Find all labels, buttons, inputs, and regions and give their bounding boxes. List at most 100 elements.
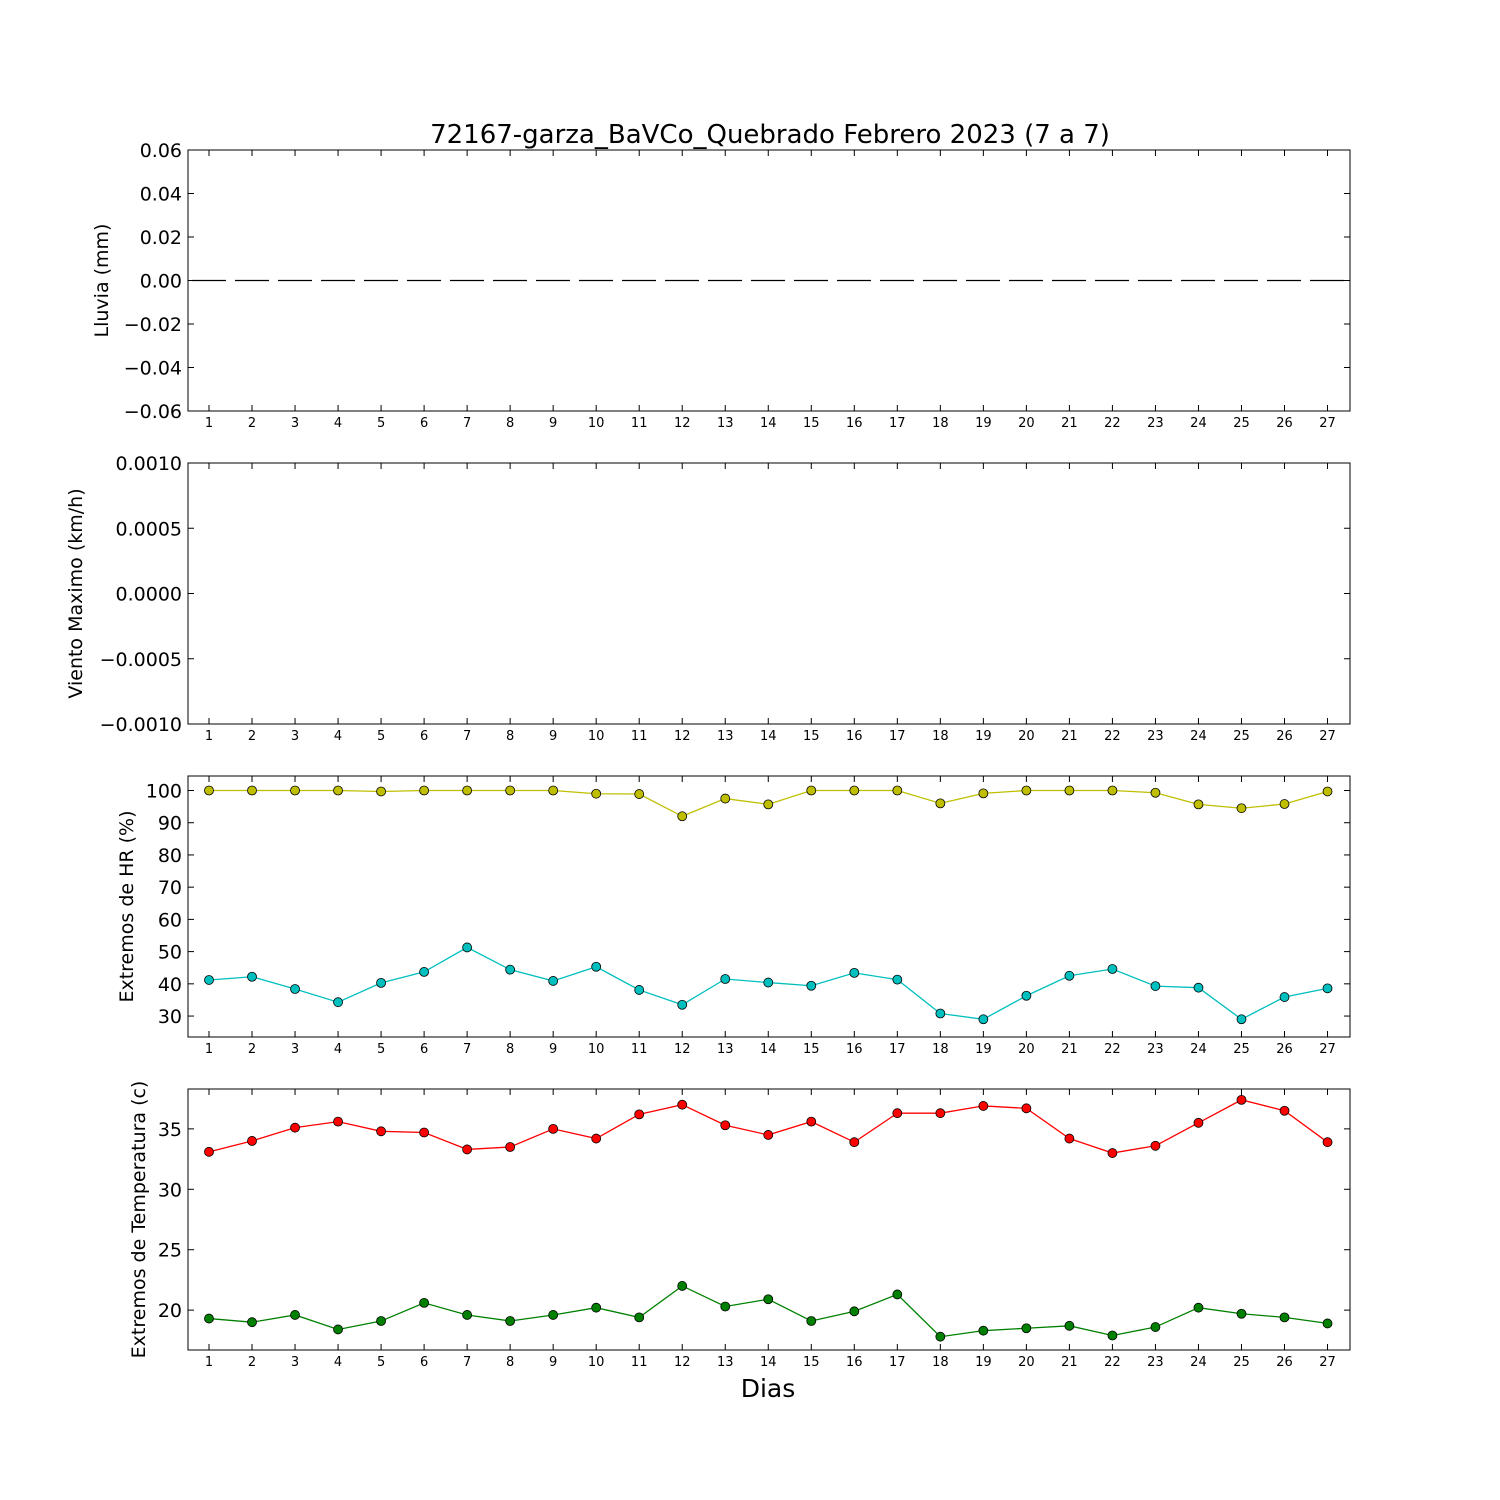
y-tick-label: 30 — [158, 1179, 182, 1201]
plot-frame — [187, 1088, 1351, 1351]
y-tick-label: 0.00 — [140, 271, 182, 293]
x-tick-label: 27 — [1319, 729, 1336, 744]
data-point — [548, 1123, 559, 1134]
y-tick-label: 0.0000 — [116, 584, 182, 606]
x-tick-label: 14 — [760, 416, 777, 431]
x-tick-label: 3 — [291, 729, 299, 744]
data-point — [677, 1099, 688, 1110]
data-point — [247, 1317, 257, 1328]
y-tick-label: 0.04 — [140, 184, 182, 206]
x-tick-label: 25 — [1233, 416, 1250, 431]
x-tick-label: 24 — [1190, 1355, 1207, 1370]
data-point — [1107, 1330, 1118, 1341]
y-tick-label: −0.0005 — [100, 649, 182, 671]
x-tick-label: 9 — [549, 1042, 557, 1057]
data-point — [935, 798, 946, 809]
data-point — [720, 1301, 731, 1312]
x-tick-label: 3 — [291, 1355, 299, 1370]
x-tick-label: 25 — [1233, 729, 1250, 744]
x-tick-label: 7 — [463, 416, 471, 431]
x-tick-label: 12 — [674, 729, 691, 744]
x-tick-label: 8 — [506, 1042, 514, 1057]
x-tick-label: 2 — [248, 416, 256, 431]
data-point — [720, 793, 731, 804]
data-point — [978, 788, 989, 799]
x-tick-label: 26 — [1276, 729, 1293, 744]
y-axis-label: Extremos de HR (%) — [116, 810, 138, 1002]
x-tick-label: 20 — [1018, 1042, 1035, 1057]
x-tick-label: 7 — [463, 1042, 471, 1057]
data-point — [376, 786, 386, 797]
data-point — [935, 1331, 946, 1342]
x-tick-label: 26 — [1276, 416, 1293, 431]
data-point — [763, 799, 774, 810]
x-tick-label: 7 — [463, 1355, 471, 1370]
data-point — [720, 974, 731, 984]
x-tick-label: 18 — [932, 1355, 949, 1370]
data-point — [892, 1108, 903, 1119]
data-point — [634, 1109, 645, 1120]
data-point — [849, 785, 860, 796]
x-tick-label: 19 — [975, 416, 992, 431]
data-point — [978, 1014, 989, 1025]
x-tick-label: 13 — [717, 1355, 734, 1370]
x-tick-label: 21 — [1061, 729, 1078, 744]
data-point — [505, 1316, 516, 1326]
chart-title: 72167-garza_BaVCo_Quebrado Febrero 2023 … — [430, 120, 1110, 150]
x-tick-label: 22 — [1104, 729, 1121, 744]
x-tick-label: 6 — [420, 416, 428, 431]
data-point — [1150, 787, 1161, 798]
plot-frame — [187, 462, 1351, 725]
data-point — [1279, 1105, 1290, 1116]
data-point — [849, 967, 860, 978]
x-tick-label: 14 — [760, 1042, 777, 1057]
x-tick-label: 5 — [377, 1042, 385, 1057]
data-point — [1107, 785, 1118, 796]
data-point — [1236, 1308, 1247, 1319]
x-tick-label: 12 — [674, 1042, 691, 1057]
data-point — [333, 1324, 343, 1335]
x-tick-label: 9 — [549, 729, 557, 744]
x-tick-label: 17 — [889, 1355, 906, 1370]
data-point — [1021, 785, 1032, 796]
data-point — [978, 1325, 989, 1336]
x-tick-label: 19 — [975, 729, 992, 744]
x-tick-label: 14 — [760, 729, 777, 744]
x-tick-label: 26 — [1276, 1042, 1293, 1057]
data-point — [849, 1306, 860, 1317]
data-point — [1236, 1094, 1247, 1105]
panel-3: 1 2 3 4 5 6 7 8 9 10 11 12 13 14 15 16 17 18 19 20 21 22 23 24 2… — [116, 775, 1351, 1057]
y-tick-label: 0.0005 — [116, 518, 182, 540]
x-tick-label: 2 — [248, 729, 256, 744]
y-tick-label: 20 — [158, 1300, 182, 1322]
x-tick-label: 2 — [248, 1042, 256, 1057]
data-point — [1322, 983, 1333, 994]
x-tick-label: 6 — [420, 1042, 428, 1057]
data-point — [290, 1310, 300, 1320]
data-point — [1150, 1140, 1161, 1151]
x-tick-label: 3 — [291, 1042, 299, 1057]
x-tick-label: 6 — [420, 1355, 428, 1370]
data-point — [247, 1136, 257, 1146]
data-point — [806, 1116, 817, 1127]
data-point — [204, 1313, 214, 1324]
x-tick-label: 18 — [932, 1042, 949, 1057]
panel-1: 1 2 3 4 5 6 7 8 9 10 11 12 13 14 15 16 17 18 19 20 21 22 23 24 2… — [91, 140, 1351, 431]
y-tick-label: 40 — [158, 974, 182, 996]
y-tick-label: 70 — [158, 877, 182, 899]
y-tick-label: 0.02 — [140, 227, 182, 249]
data-point — [806, 980, 817, 991]
data-point — [1236, 803, 1247, 814]
data-point — [1021, 1103, 1032, 1114]
data-point — [419, 1297, 430, 1308]
data-point — [462, 785, 473, 796]
x-tick-label: 9 — [549, 416, 557, 431]
data-point — [935, 1108, 946, 1119]
x-tick-label: 27 — [1319, 1355, 1336, 1370]
data-point — [505, 964, 516, 975]
x-tick-label: 11 — [631, 416, 648, 431]
data-point — [1322, 1137, 1333, 1148]
panel-2: 1 2 3 4 5 6 7 8 9 10 11 12 13 14 15 16 17 18 19 20 21 22 23 24 2… — [65, 453, 1351, 744]
x-tick-label: 19 — [975, 1355, 992, 1370]
